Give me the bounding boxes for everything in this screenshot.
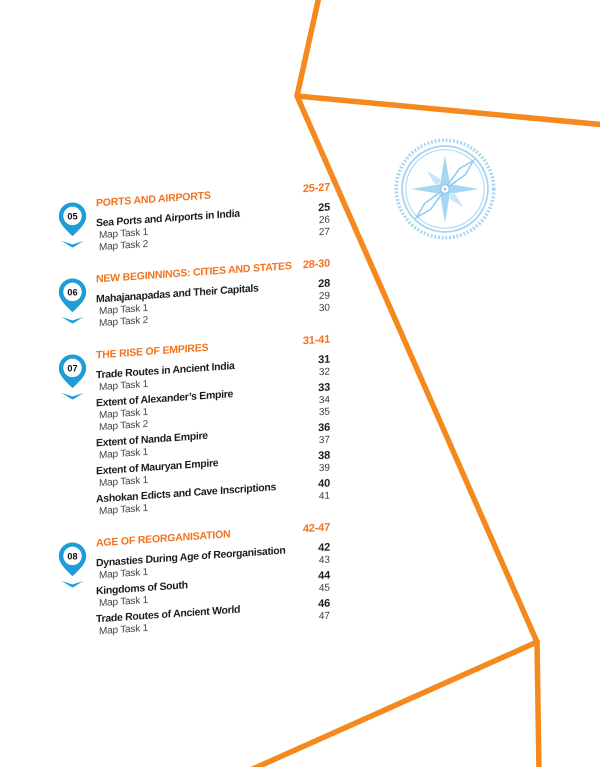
task-title: Map Task 1 [99, 378, 148, 394]
pin-circle [63, 206, 82, 226]
section-title: PORTS AND AIRPORTS [96, 189, 211, 210]
pin-chevron [61, 392, 84, 400]
task-page-number: 27 [318, 226, 330, 239]
section-page-range: 31-41 [302, 333, 330, 348]
task-title: Map Task 1 [99, 594, 148, 610]
location-pin-icon: 08 [58, 542, 87, 588]
task-title: Map Task 1 [99, 566, 148, 582]
task-title: Map Task 2 [99, 238, 148, 254]
task-page-number: 43 [318, 554, 330, 567]
entry-page-number: 38 [318, 449, 330, 463]
toc-section-07: 07 THE RISE OF EMPIRES 31-41 Trade Routes … [58, 333, 330, 521]
entry-page-number: 36 [318, 421, 330, 435]
map-outline-diagonal-segment [294, 93, 540, 645]
map-outline-vertical-segment [534, 639, 542, 767]
toc-section-06: 06 NEW BEGINNINGS: CITIES AND STATES 28-3… [58, 257, 330, 333]
location-pin-icon: 06 [58, 278, 87, 324]
task-title: Map Task 2 [99, 418, 148, 434]
task-page-number: 39 [318, 462, 330, 475]
entry-page-number: 42 [318, 541, 330, 555]
task-page-number: 35 [318, 406, 330, 419]
pin-chevron [61, 580, 84, 588]
pin-chevron [61, 240, 84, 248]
task-title: Map Task 1 [99, 622, 148, 638]
task-page-number: 47 [318, 610, 330, 623]
toc-entry-group: Sea Ports and Airports in India 25 Map Tas… [96, 201, 330, 254]
pin-circle [63, 546, 82, 566]
toc-entry-group: Mahajanapadas and Their Capitals 28 Map Ta… [96, 277, 330, 330]
toc-section-05: 05 PORTS AND AIRPORTS 25-27 Sea Ports and … [58, 181, 330, 257]
entry-page-number: 25 [318, 201, 330, 215]
task-title: Map Task 1 [99, 446, 148, 462]
pin-circle [63, 358, 82, 378]
map-outline-top-segment [294, 0, 600, 128]
map-outline-lower-left-segment [250, 639, 540, 767]
pin-number: 05 [67, 211, 77, 221]
task-page-number: 41 [318, 490, 330, 503]
table-of-contents: 05 PORTS AND AIRPORTS 25-27 Sea Ports and … [58, 181, 330, 660]
pin-number: 06 [67, 287, 77, 297]
task-page-number: 30 [318, 302, 330, 315]
compass-needle [414, 158, 476, 220]
task-title: Map Task 1 [99, 502, 148, 518]
location-pin-icon: 05 [58, 202, 87, 248]
task-page-number: 29 [318, 290, 330, 303]
compass-icon [394, 138, 496, 240]
compass-star-cardinals [408, 152, 482, 226]
entry-page-number: 46 [318, 597, 330, 611]
task-page-number: 34 [318, 394, 330, 407]
section-page-range: 42-47 [302, 521, 330, 536]
task-title: Map Task 1 [99, 474, 148, 490]
toc-section-08: 08 AGE OF REORGANISATION 42-47 Dynasties D… [58, 521, 330, 641]
pin-number: 07 [67, 363, 77, 373]
entry-page-number: 33 [318, 381, 330, 395]
task-page-number: 32 [318, 366, 330, 379]
task-page-number: 37 [318, 434, 330, 447]
section-title: AGE OF REORGANISATION [96, 528, 231, 550]
location-pin-icon: 07 [58, 354, 87, 400]
entry-page-number: 40 [318, 477, 330, 491]
compass-star-diagonals [425, 169, 465, 209]
pin-circle [63, 282, 82, 302]
task-page-number: 45 [318, 582, 330, 595]
pin-chevron [61, 316, 84, 324]
task-page-number: 26 [318, 214, 330, 227]
entry-page-number: 28 [318, 277, 330, 291]
section-page-range: 25-27 [302, 181, 330, 196]
section-page-range: 28-30 [302, 257, 330, 272]
pin-number: 08 [67, 551, 77, 561]
section-title: THE RISE OF EMPIRES [96, 341, 209, 362]
task-title: Map Task 2 [99, 314, 148, 330]
entry-page-number: 44 [318, 569, 330, 583]
entry-page-number: 31 [318, 353, 330, 367]
